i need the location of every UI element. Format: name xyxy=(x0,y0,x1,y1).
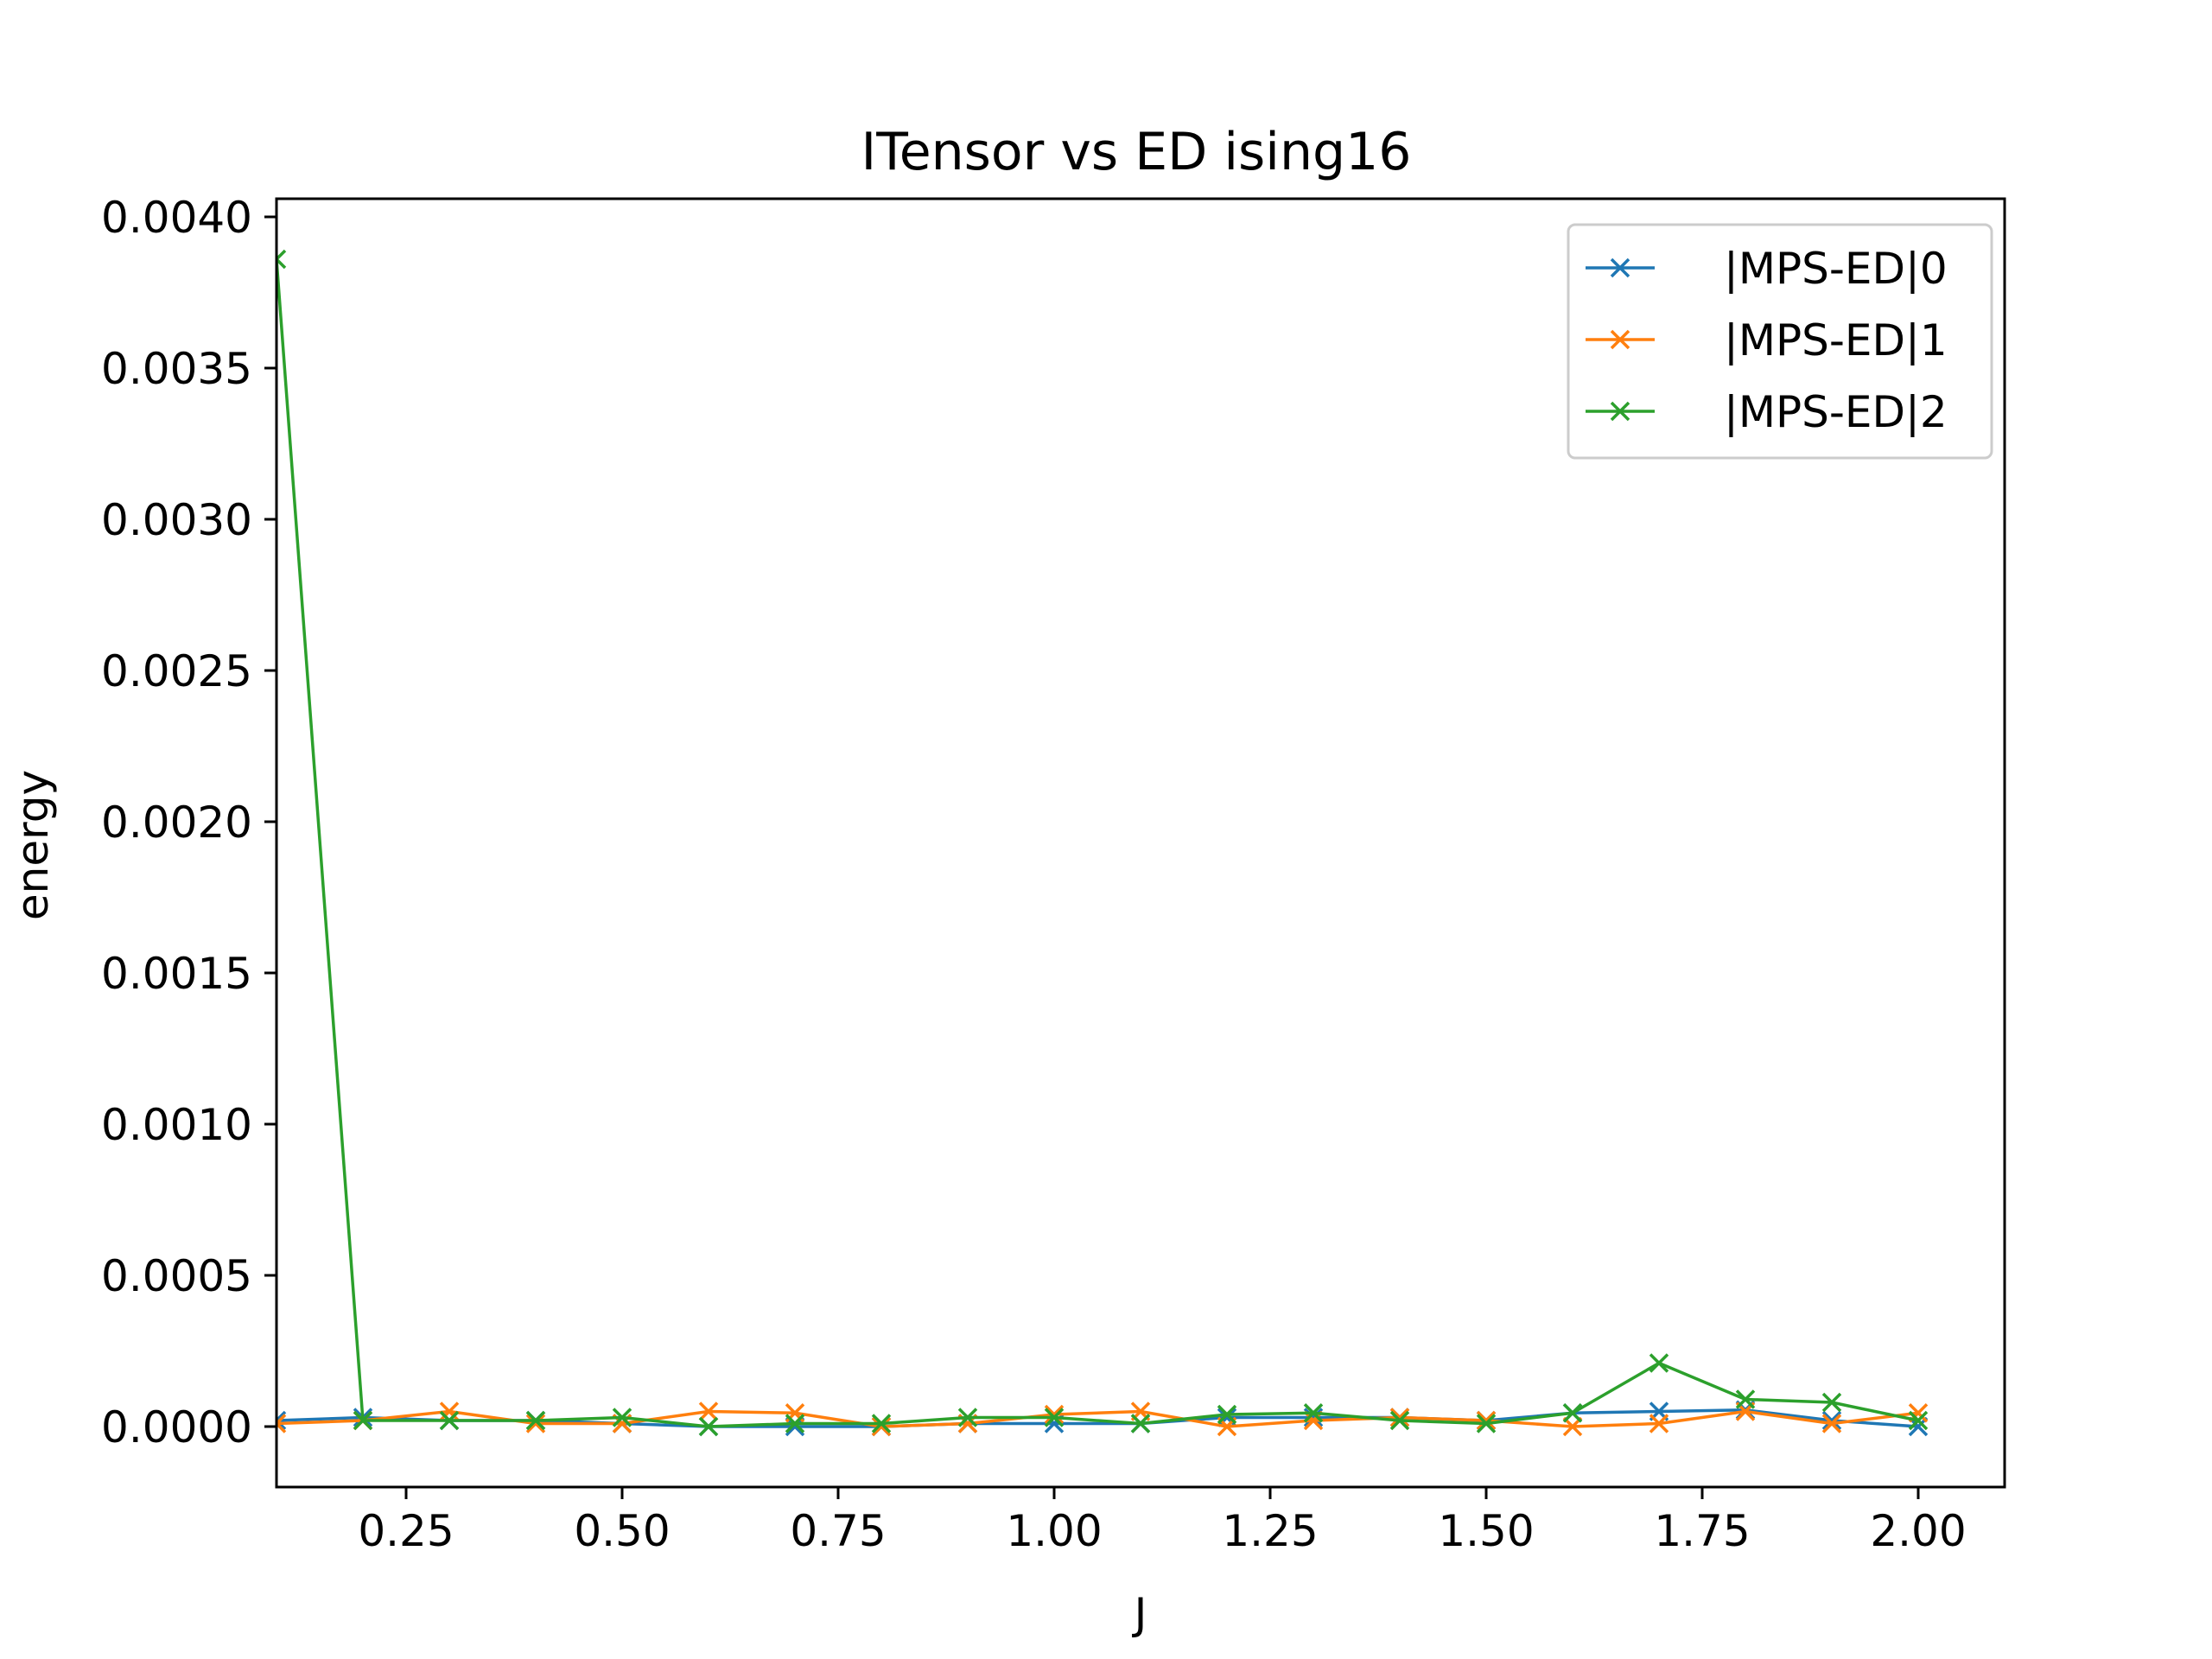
series-0 xyxy=(268,1402,1927,1435)
chart-title: ITensor vs ED ising16 xyxy=(861,122,1412,182)
y-tick-label: 0.0040 xyxy=(101,193,252,243)
y-tick-label: 0.0000 xyxy=(101,1402,252,1452)
y-tick-label: 0.0005 xyxy=(101,1251,252,1301)
legend: |MPS-ED|0 |MPS-ED|1 |MPS-ED|2 xyxy=(1568,225,1992,458)
y-axis-ticks: 0.0000 0.0005 0.0010 0.0015 0.0020 0.0025 0.00… xyxy=(101,193,276,1452)
x-tick-label: 1.50 xyxy=(1438,1506,1534,1556)
legend-label: |MPS-ED|1 xyxy=(1724,315,1948,365)
y-tick-label: 0.0035 xyxy=(101,344,252,394)
x-tick-label: 0.50 xyxy=(574,1506,670,1556)
data-point xyxy=(1650,1355,1668,1372)
legend-label: |MPS-ED|0 xyxy=(1724,244,1948,294)
y-tick-label: 0.0015 xyxy=(101,949,252,999)
y-tick-label: 0.0030 xyxy=(101,495,252,545)
x-tick-label: 1.75 xyxy=(1654,1506,1750,1556)
y-tick-label: 0.0025 xyxy=(101,646,252,696)
x-tick-label: 1.25 xyxy=(1222,1506,1318,1556)
x-tick-label: 0.25 xyxy=(358,1506,454,1556)
y-tick-label: 0.0020 xyxy=(101,798,252,848)
legend-label: |MPS-ED|2 xyxy=(1724,387,1948,437)
x-tick-label: 1.00 xyxy=(1006,1506,1102,1556)
y-axis-label: energy xyxy=(8,770,58,920)
y-tick-label: 0.0010 xyxy=(101,1100,252,1150)
x-axis-label: J xyxy=(1132,1589,1147,1639)
x-axis-ticks: 0.25 0.50 0.75 1.00 1.25 1.50 1.75 2.00 xyxy=(358,1487,1966,1556)
x-tick-label: 0.75 xyxy=(790,1506,886,1556)
x-tick-label: 2.00 xyxy=(1870,1506,1966,1556)
